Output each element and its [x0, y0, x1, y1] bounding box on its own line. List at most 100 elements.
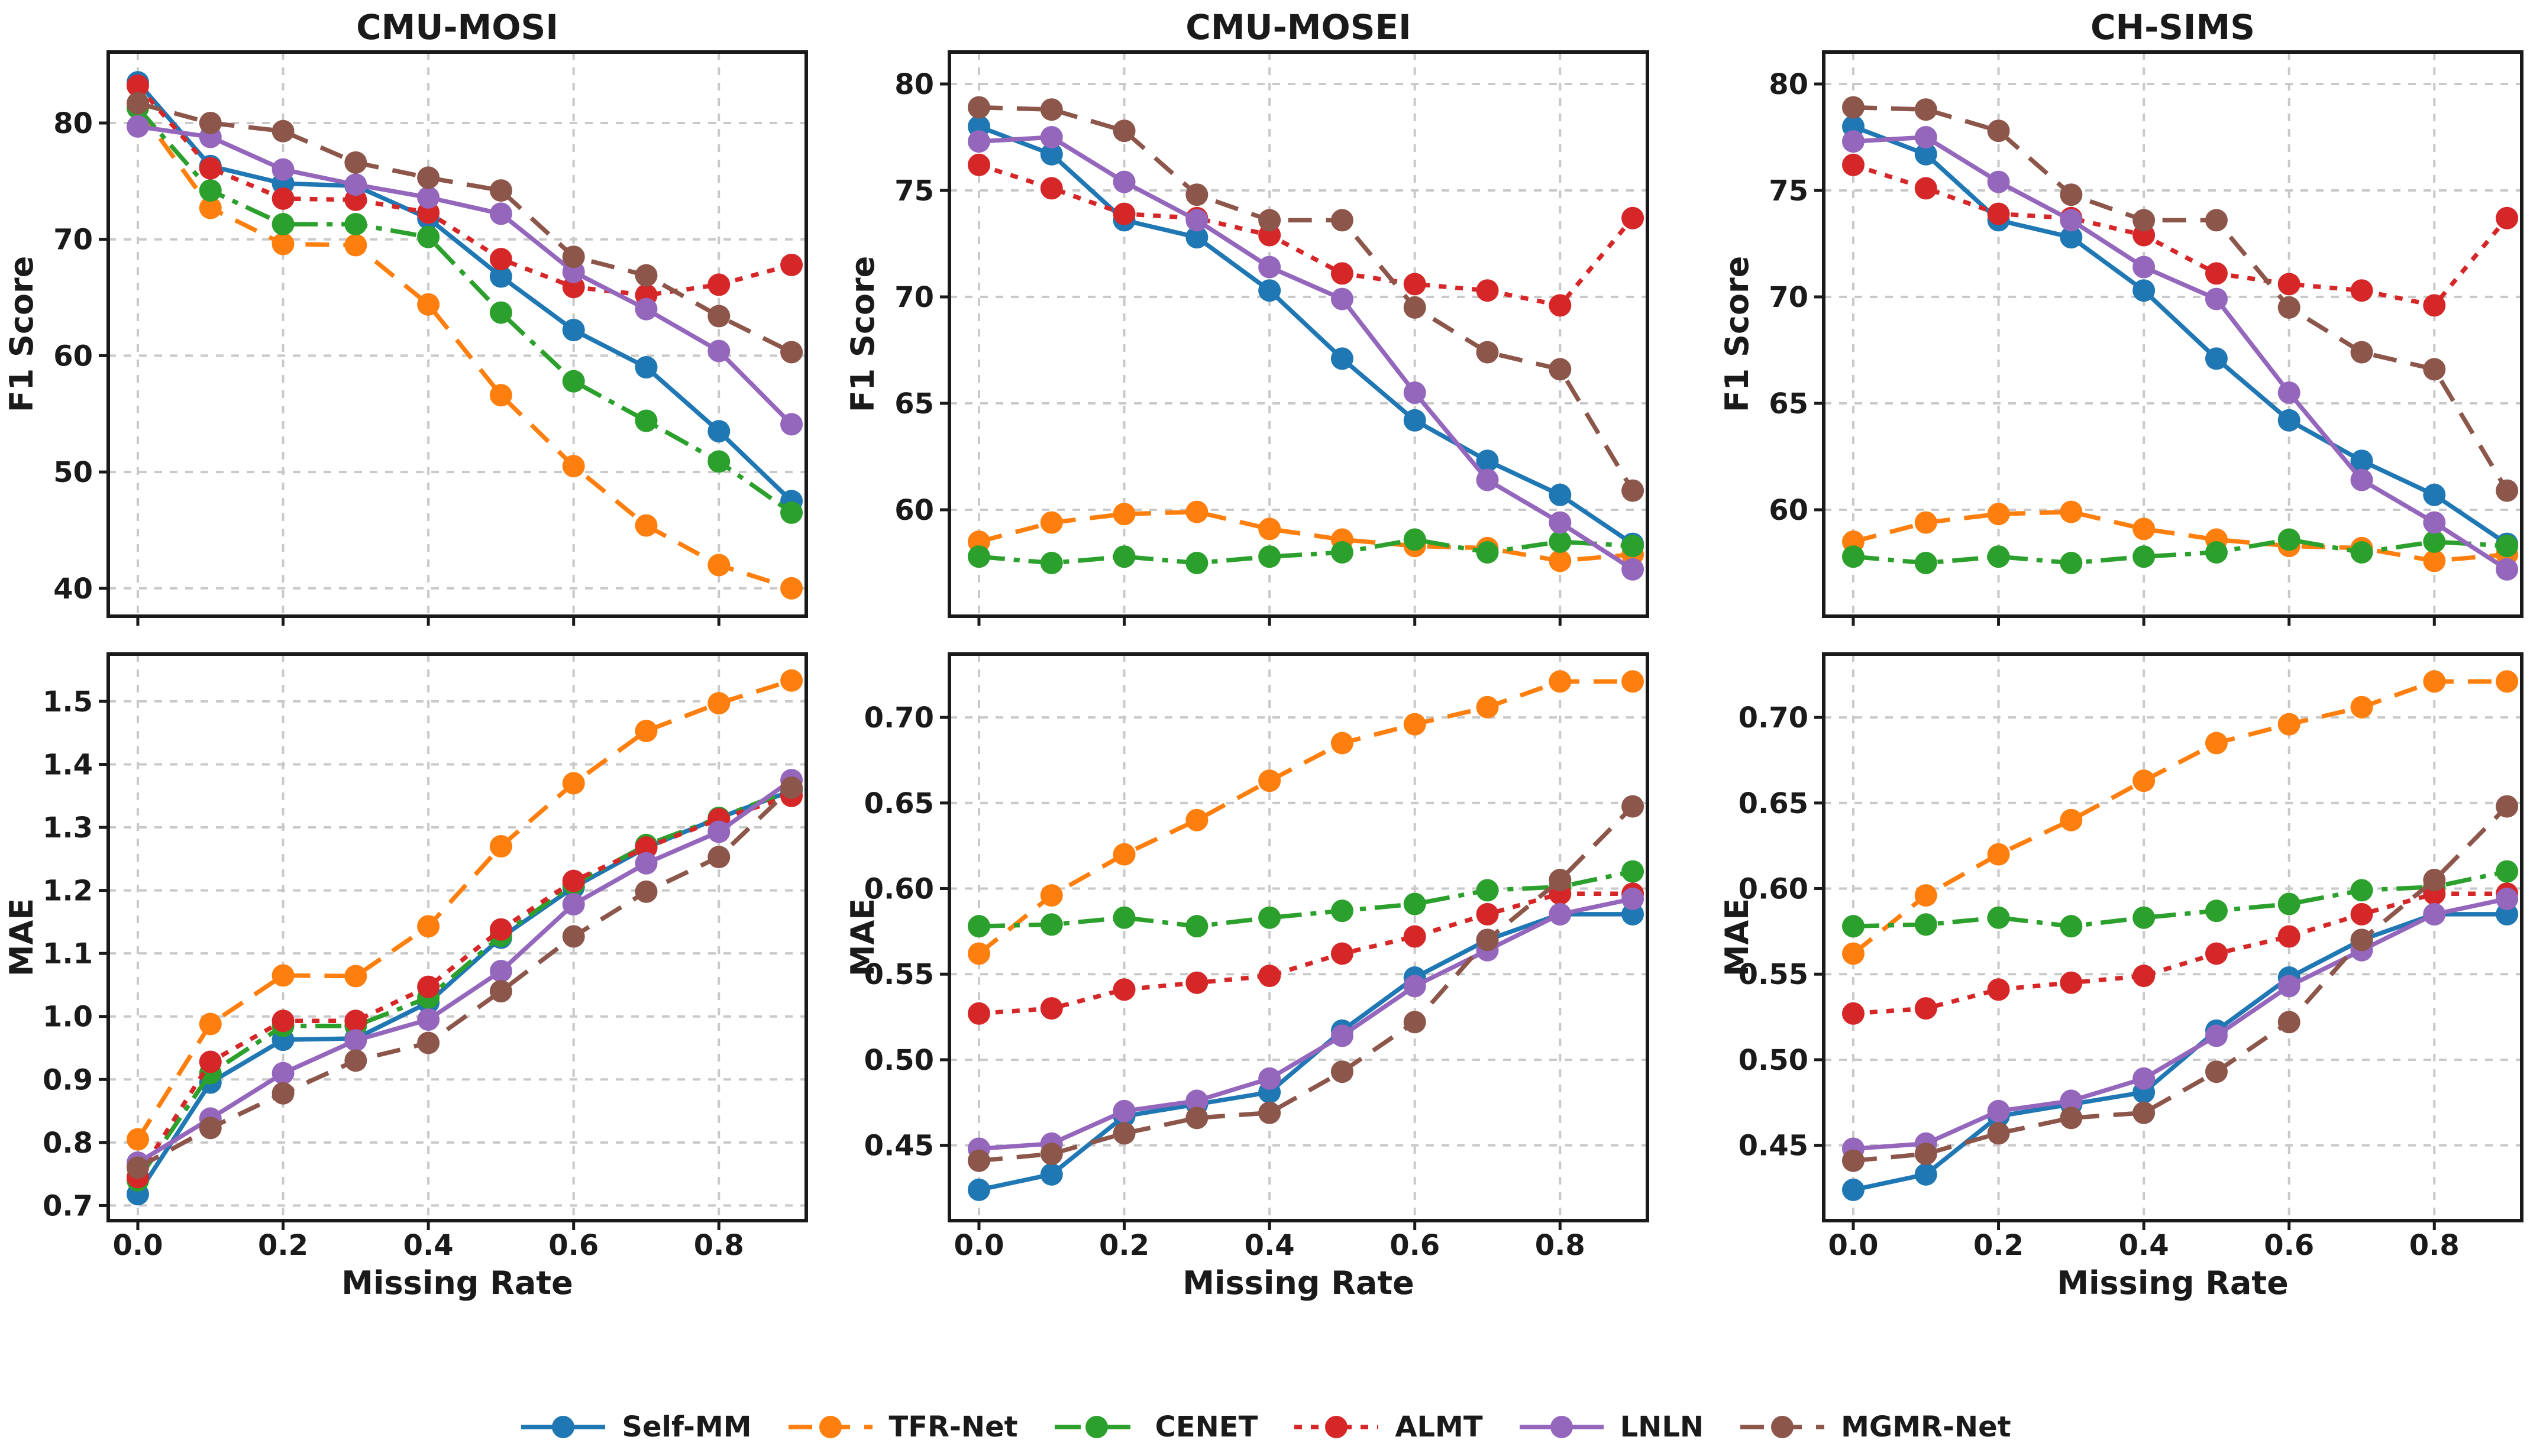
data-point [2205, 942, 2228, 965]
series-mgmr-net [126, 92, 803, 364]
data-point [1185, 209, 1209, 232]
data-point [2060, 1106, 2083, 1130]
y-tick-label: 65 [894, 387, 934, 420]
data-point [562, 455, 585, 478]
axes-frame [1822, 50, 2523, 618]
data-point [1113, 906, 1136, 929]
y-tick-label: 70 [1769, 281, 1808, 314]
data-point [489, 918, 512, 941]
y-tick-label: 0.45 [1739, 1130, 1808, 1163]
data-point [2132, 906, 2156, 929]
data-point [707, 692, 731, 715]
data-point [126, 75, 149, 98]
data-point [344, 1010, 367, 1033]
x-axis-label: Missing Rate [1182, 1264, 1414, 1302]
data-point [1987, 119, 2010, 143]
data-point [635, 356, 658, 379]
data-point [1621, 206, 1644, 229]
data-point [2496, 206, 2519, 229]
y-tick-label: 80 [894, 68, 934, 101]
data-point [1476, 279, 1499, 302]
panel-ch-sims-f1: 60 65 70 75 80 CH-SIMS F1 Score [1718, 7, 2523, 626]
data-point [2277, 296, 2300, 319]
data-point [967, 1002, 990, 1025]
data-point [1258, 906, 1281, 929]
x-tick-label: 0.4 [1245, 1229, 1295, 1262]
legend-label-lnln: LNLN [1620, 1410, 1704, 1444]
legend-label-mgmr-net: MGMR-Net [1841, 1410, 2011, 1444]
data-point [1258, 209, 1281, 232]
data-point [1987, 503, 2010, 526]
data-point [2060, 226, 2083, 249]
tfr-net-line-marker-icon [788, 1416, 873, 1438]
y-tick-label: 0.55 [864, 958, 934, 991]
data-point [635, 409, 658, 432]
data-point [1549, 670, 1572, 693]
chart-title: CMU-MOSI [356, 7, 558, 47]
data-point [1113, 1099, 1136, 1122]
data-point [2350, 341, 2373, 364]
data-point [344, 965, 367, 988]
y-tick-label: 50 [53, 456, 93, 489]
data-point [1476, 879, 1499, 902]
series-mgmr-net [1841, 96, 2519, 502]
data-point [2132, 255, 2156, 279]
lnln-line-marker-icon [1519, 1416, 1604, 1438]
panel-cmu-mosei-mae: 0.45 0.50 0.55 0.60 0.65 0.70 0.0 0.2 0.4 0.6 0.8 M… [844, 652, 1649, 1302]
data-point [780, 341, 803, 364]
y-axis-label: F1 Score [3, 256, 40, 413]
series-lnln [967, 887, 1644, 1160]
series-cenet [967, 528, 1644, 574]
y-tick-label: 80 [1769, 68, 1808, 101]
data-point [1258, 1101, 1281, 1124]
series-mgmr-net [967, 96, 1644, 502]
data-point [272, 964, 295, 987]
axes-frame [106, 50, 808, 618]
series-self-mm [967, 902, 1644, 1201]
x-tick-label: 0.6 [2264, 1229, 2314, 1262]
data-point [2205, 541, 2228, 564]
y-tick-label: 0.55 [1739, 958, 1808, 991]
data-point [780, 413, 803, 436]
series-mgmr-net [967, 795, 1644, 1172]
data-point [635, 514, 658, 537]
data-point [2205, 732, 2228, 755]
data-point [2205, 347, 2228, 370]
y-tick-label: 0.60 [1739, 873, 1808, 906]
data-point [1258, 545, 1281, 568]
data-point [707, 554, 731, 577]
data-point [1914, 1143, 1937, 1166]
data-point [417, 166, 440, 189]
data-point [707, 339, 731, 363]
data-point [344, 173, 367, 196]
panel-cmu-mosi-f1: 40 50 60 70 80 CMU-MOSI F1 Score [3, 7, 808, 626]
data-point [2205, 1024, 2228, 1047]
data-point [1476, 928, 1499, 952]
data-point [1914, 177, 1937, 200]
data-point [967, 1178, 990, 1201]
data-point [1040, 997, 1063, 1020]
data-point [417, 293, 440, 316]
series-almt [1841, 153, 2519, 317]
data-point [489, 980, 512, 1003]
data-point [2277, 1011, 2300, 1034]
data-point [2132, 517, 2156, 541]
data-point [344, 1049, 367, 1072]
legend: Self-MM TFR-Net CENET ALMT LNLN MGMR-Net [0, 1400, 2530, 1454]
legend-item-cenet: CENET [1052, 1409, 1258, 1445]
series-cenet [126, 96, 803, 524]
y-tick-label: 60 [894, 494, 934, 527]
data-point [2277, 925, 2300, 948]
data-point [1185, 500, 1209, 523]
data-point [2132, 1101, 2156, 1124]
data-point [635, 264, 658, 287]
data-point [1113, 843, 1136, 866]
y-tick-label: 0.65 [1739, 787, 1808, 820]
data-point [707, 450, 731, 473]
x-axis-label: Missing Rate [341, 1264, 573, 1302]
data-point [2496, 902, 2519, 926]
data-point [272, 187, 295, 210]
data-point [2205, 262, 2228, 285]
data-point [1987, 170, 2010, 193]
y-tick-label: 1.0 [43, 1001, 93, 1034]
